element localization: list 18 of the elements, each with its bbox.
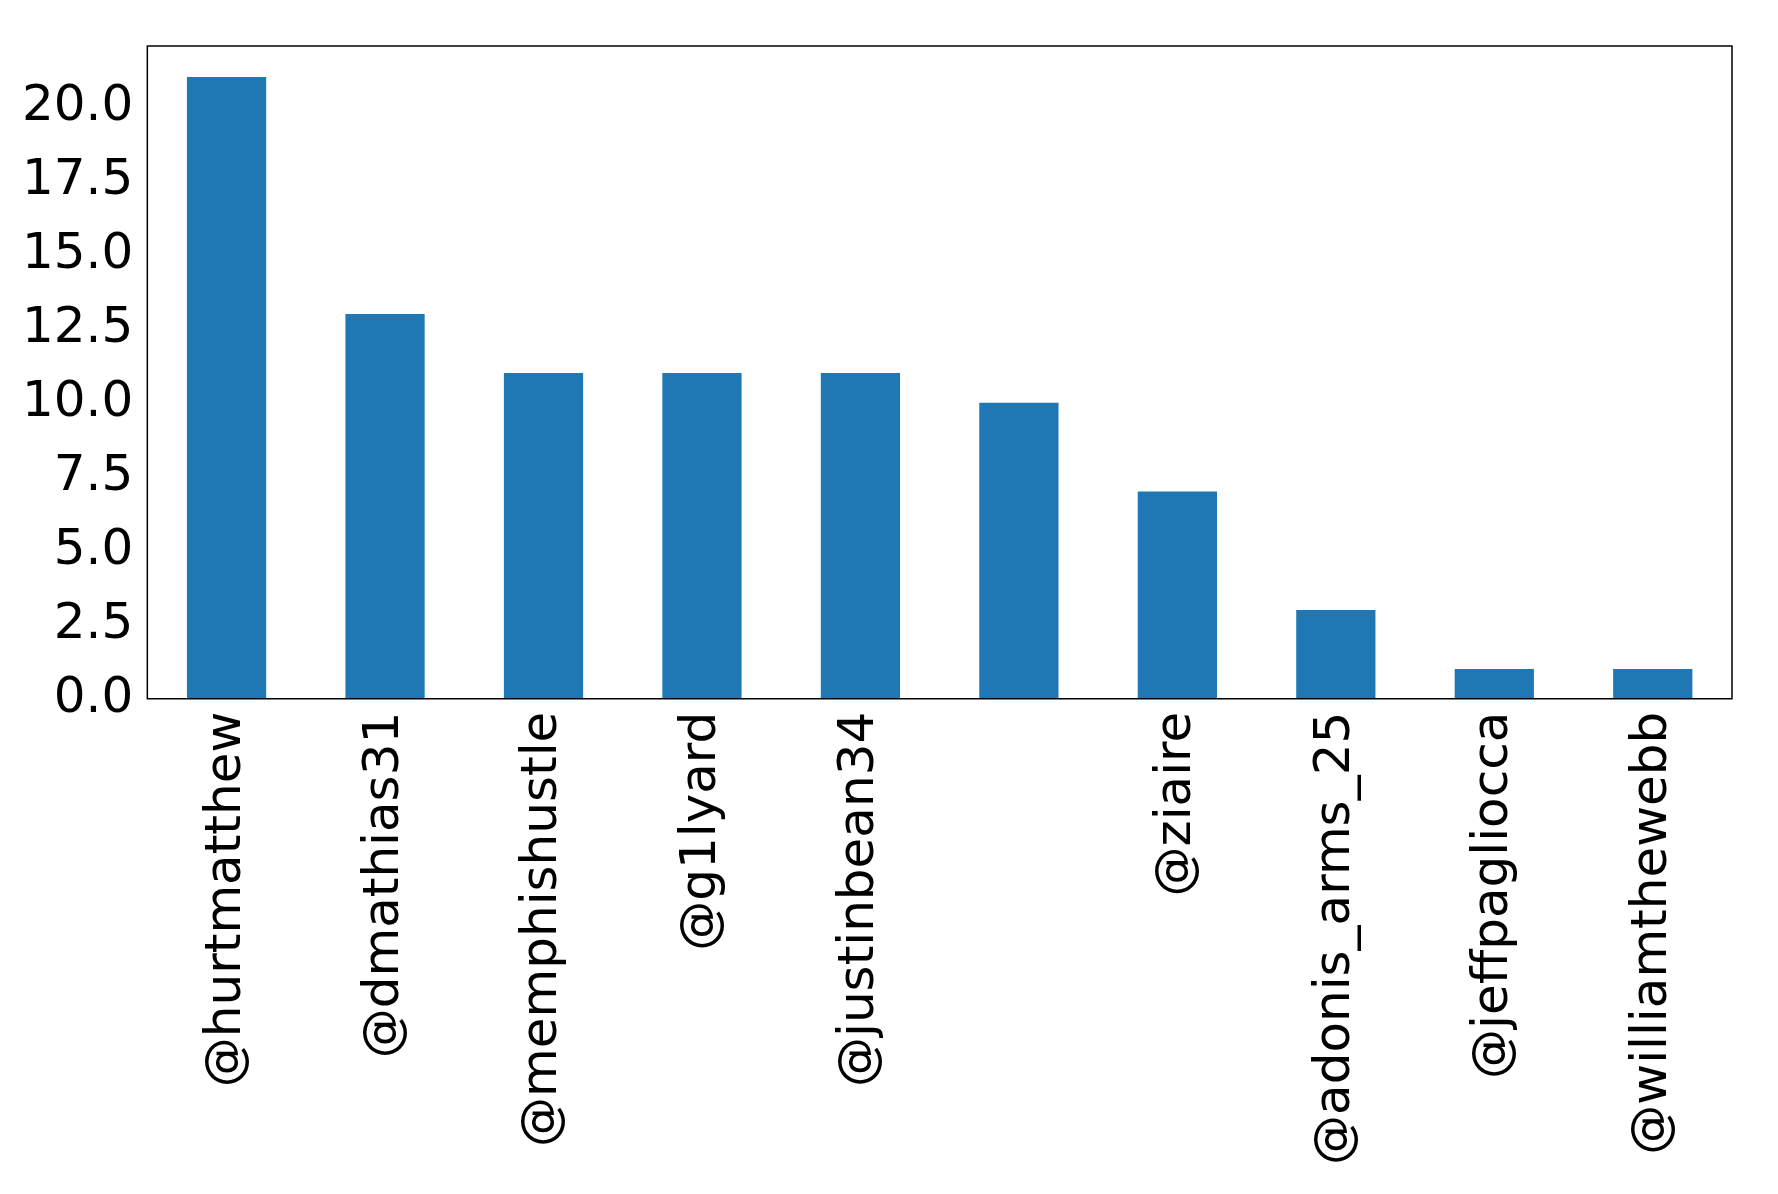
x-tick-label: @ziaire [1144,711,1203,897]
x-tick-label: @adonis_arms_25 [1302,711,1361,1165]
y-tick-label: 15.0 [22,221,134,280]
y-tick-label: 12.5 [22,295,134,354]
x-tick-label: @g1lyard [668,711,727,951]
x-tick-label: @dmathias31 [352,711,411,1059]
y-tick-label: 17.5 [22,147,134,206]
y-tick-label: 7.5 [53,443,134,502]
y-tick-label: 5.0 [53,517,134,576]
y-tick-label: 2.5 [53,591,134,650]
y-tick-label: 10.0 [22,369,134,428]
x-tick-label: @hurtmatthew [193,711,252,1088]
x-tick-label: @williamthewebb [1619,711,1678,1155]
y-tick-label: 0.0 [53,665,134,724]
y-tick-label: 20.0 [22,73,134,132]
x-tick-label: @justinbean34 [827,711,886,1087]
x-tick-label: @memphishustle [510,711,569,1147]
x-tick-label: @jeffpagliocca [1461,711,1520,1079]
